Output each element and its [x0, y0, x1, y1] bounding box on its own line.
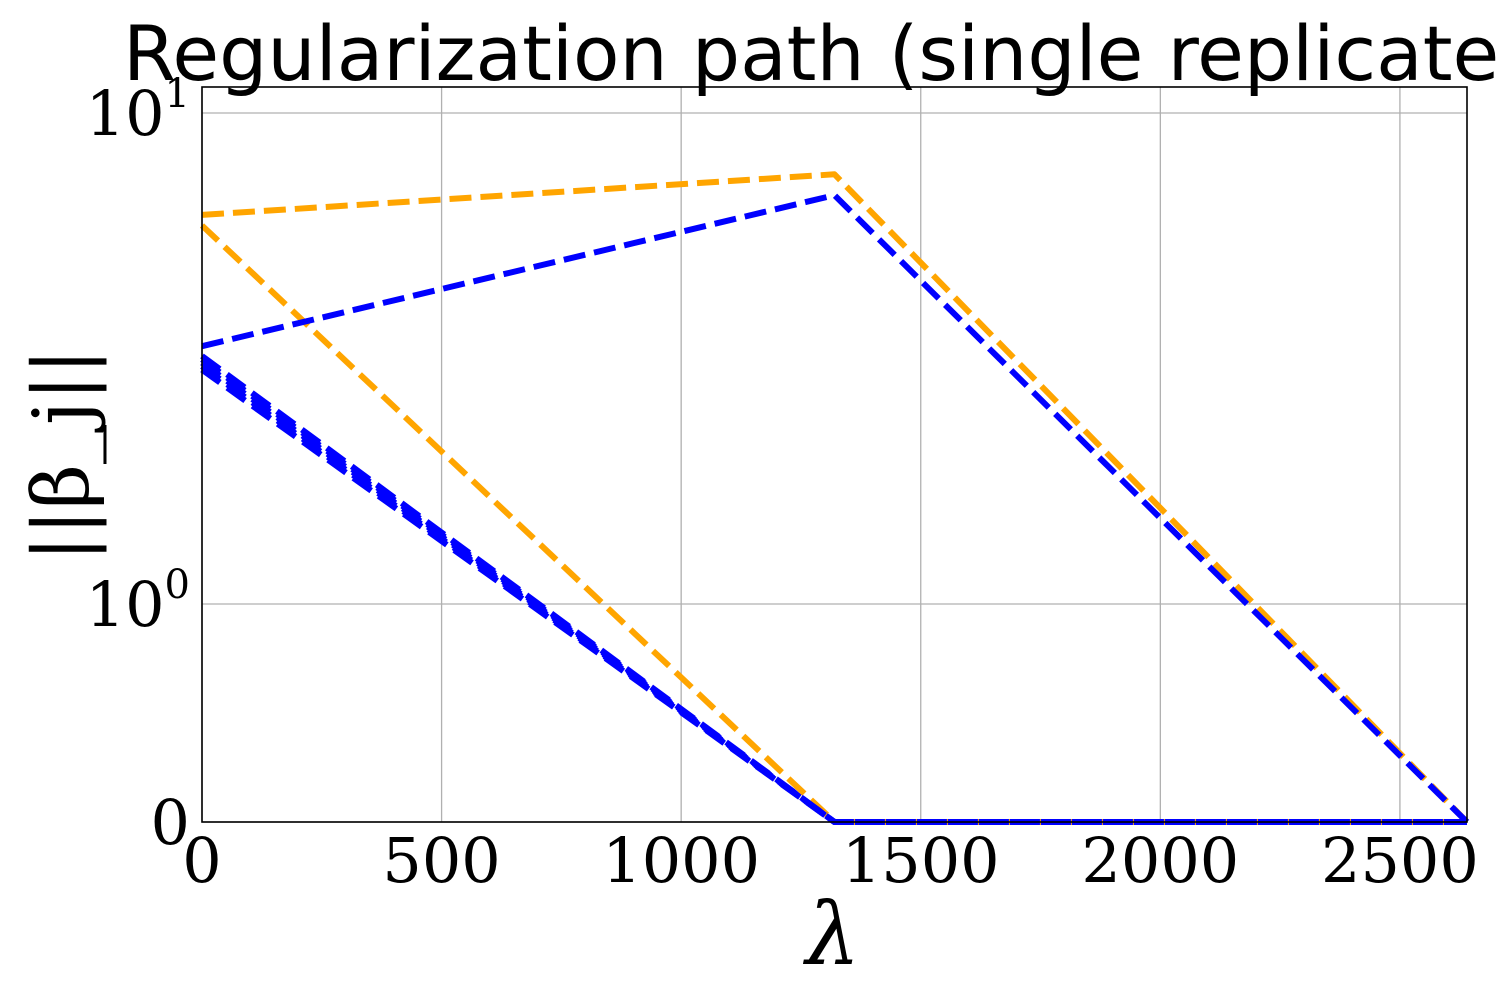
series-line-5	[200, 356, 1467, 825]
series-layer	[199, 171, 1470, 825]
x-tick-label: 2500	[1321, 824, 1479, 897]
x-tick-label: 500	[382, 824, 500, 897]
x-tick-label: 2000	[1081, 824, 1239, 897]
tick-labels: 0 500 1000 1500 2000 2500 0 100 101	[86, 71, 1479, 897]
series-line-7	[200, 363, 1467, 825]
y-tick-label: 101	[86, 71, 190, 150]
x-tick-label: 1500	[842, 824, 1000, 897]
y-tick-label: 100	[86, 562, 190, 641]
series-line-4	[200, 353, 1467, 825]
y-axis-label: ||β_j||	[17, 348, 107, 561]
series-line-6	[200, 360, 1467, 825]
chart-title: Regularization path (single replicate)	[123, 9, 1500, 98]
y-tick-label: 0	[151, 786, 190, 859]
series-line-3	[201, 192, 1470, 825]
x-axis-label: λ	[803, 885, 861, 985]
series-line-8	[200, 367, 1467, 825]
x-tick-label: 1000	[602, 824, 760, 897]
series-line-2	[199, 223, 1467, 825]
series-line-1	[201, 171, 1470, 825]
x-tick-label: 0	[182, 824, 221, 897]
plot-frame	[201, 86, 1468, 823]
